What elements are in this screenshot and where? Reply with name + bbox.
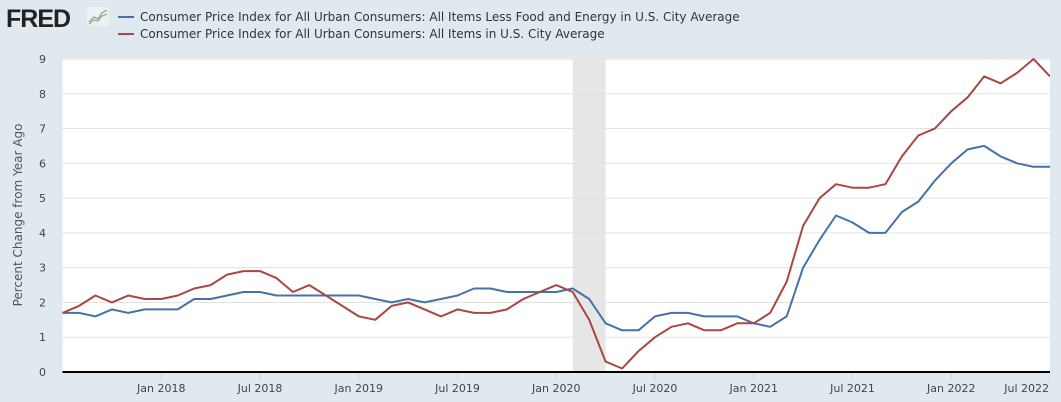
legend-label-core-cpi: Consumer Price Index for All Urban Consu…: [140, 9, 740, 24]
x-tick-label: Jan 2020: [531, 382, 580, 395]
plot-background: [62, 59, 1050, 372]
x-tick-label: Jul 2022: [1003, 382, 1049, 395]
x-tick-label: Jan 2021: [729, 382, 778, 395]
x-tick-label: Jan 2018: [136, 382, 185, 395]
y-tick-label: 0: [39, 366, 46, 379]
x-tick-label: Jul 2020: [632, 382, 678, 395]
legend-item-core-cpi[interactable]: Consumer Price Index for All Urban Consu…: [118, 8, 740, 25]
chart-header: FRED Consumer Price Index for All Urban …: [0, 0, 1061, 48]
legend-swatch-all-items-cpi: [118, 32, 134, 35]
series-line-core-cpi: [62, 144, 1050, 332]
legend-swatch-core-cpi: [118, 15, 134, 18]
x-tick-label: Jan 2019: [334, 382, 383, 395]
x-tick-label: Jul 2019: [434, 382, 480, 395]
legend-item-all-items-cpi[interactable]: Consumer Price Index for All Urban Consu…: [118, 25, 740, 42]
y-tick-label: 5: [39, 192, 46, 205]
chart-legend: Consumer Price Index for All Urban Consu…: [118, 8, 740, 42]
recession-shading: [572, 59, 606, 372]
y-tick-label: 1: [39, 331, 46, 344]
legend-label-all-items-cpi: Consumer Price Index for All Urban Consu…: [140, 26, 605, 41]
y-tick-label: 6: [39, 157, 46, 170]
y-tick-label: 3: [39, 262, 46, 275]
x-tick-label: Jul 2018: [237, 382, 283, 395]
x-tick-label: Jan 2022: [926, 382, 975, 395]
y-tick-label: 4: [39, 227, 46, 240]
fred-logo[interactable]: FRED: [6, 5, 71, 33]
x-tick-label: Jul 2021: [829, 382, 875, 395]
y-tick-label: 8: [39, 88, 46, 101]
y-tick-label: 7: [39, 123, 46, 136]
line-chart-icon: [87, 7, 109, 26]
y-tick-label: 9: [39, 53, 46, 66]
right-margin: [1050, 0, 1061, 402]
y-tick-label: 2: [39, 296, 46, 309]
series-line-all-items-cpi: [62, 58, 1051, 370]
